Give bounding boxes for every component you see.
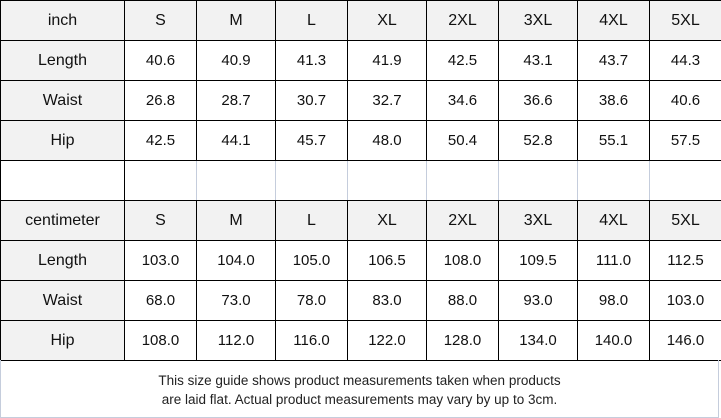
measurement-cell: 57.5 [649, 120, 721, 161]
empty-cell [649, 160, 721, 201]
size-header: 4XL [577, 200, 650, 241]
measurement-cell: 128.0 [426, 320, 499, 361]
empty-cell [426, 160, 499, 201]
measurement-cell: 116.0 [275, 320, 348, 361]
row-label: Waist [0, 280, 125, 321]
measurement-cell: 108.0 [124, 320, 197, 361]
measurement-cell: 111.0 [577, 240, 650, 281]
size-header: S [124, 200, 197, 241]
table-row: Hip 42.5 44.1 45.7 48.0 50.4 52.8 55.1 57.5 [0, 120, 721, 161]
empty-cell [498, 160, 578, 201]
empty-cell [577, 160, 650, 201]
measurement-cell: 55.1 [577, 120, 650, 161]
table-row: Length 103.0 104.0 105.0 106.5 108.0 109.5 111.… [0, 240, 721, 281]
size-header: 5XL [649, 0, 721, 41]
size-header: 3XL [498, 0, 578, 41]
measurement-cell: 43.1 [498, 40, 578, 81]
row-label: Hip [0, 320, 125, 361]
size-chart-table: inch S M L XL 2XL 3XL 4XL 5XL Length 40.6 40.9 41.3 4… [0, 0, 721, 361]
measurement-cell: 43.7 [577, 40, 650, 81]
measurement-cell: 26.8 [124, 80, 197, 121]
empty-cell [0, 160, 125, 201]
size-header: 5XL [649, 200, 721, 241]
size-header: 4XL [577, 0, 650, 41]
header-row: inch S M L XL 2XL 3XL 4XL 5XL [0, 0, 721, 41]
size-header: 2XL [426, 200, 499, 241]
measurement-cell: 48.0 [347, 120, 427, 161]
empty-cell [347, 160, 427, 201]
empty-cell [196, 160, 276, 201]
size-guide-note: This size guide shows product measuremen… [0, 360, 719, 418]
header-row: centimeter S M L XL 2XL 3XL 4XL 5XL [0, 200, 721, 241]
measurement-cell: 98.0 [577, 280, 650, 321]
table-row: Waist 68.0 73.0 78.0 83.0 88.0 93.0 98.0 103.0 [0, 280, 721, 321]
measurement-cell: 44.1 [196, 120, 276, 161]
measurement-cell: 140.0 [577, 320, 650, 361]
size-header: L [275, 0, 348, 41]
measurement-cell: 108.0 [426, 240, 499, 281]
measurement-cell: 28.7 [196, 80, 276, 121]
size-header: 3XL [498, 200, 578, 241]
measurement-cell: 50.4 [426, 120, 499, 161]
table-row: Length 40.6 40.9 41.3 41.9 42.5 43.1 43.7 44.3 [0, 40, 721, 81]
measurement-cell: 40.9 [196, 40, 276, 81]
size-header: L [275, 200, 348, 241]
measurement-cell: 103.0 [649, 280, 721, 321]
measurement-cell: 104.0 [196, 240, 276, 281]
spacer-row [0, 160, 721, 201]
measurement-cell: 83.0 [347, 280, 427, 321]
measurement-cell: 41.9 [347, 40, 427, 81]
measurement-cell: 40.6 [649, 80, 721, 121]
empty-cell [275, 160, 348, 201]
measurement-cell: 109.5 [498, 240, 578, 281]
measurement-cell: 122.0 [347, 320, 427, 361]
measurement-cell: 112.0 [196, 320, 276, 361]
measurement-cell: 73.0 [196, 280, 276, 321]
note-line-1: This size guide shows product measuremen… [158, 373, 561, 388]
measurement-cell: 78.0 [275, 280, 348, 321]
measurement-cell: 68.0 [124, 280, 197, 321]
row-label: Length [0, 240, 125, 281]
measurement-cell: 40.6 [124, 40, 197, 81]
row-label: Length [0, 40, 125, 81]
empty-cell [124, 160, 197, 201]
size-header: 2XL [426, 0, 499, 41]
measurement-cell: 42.5 [124, 120, 197, 161]
measurement-cell: 134.0 [498, 320, 578, 361]
measurement-cell: 34.6 [426, 80, 499, 121]
row-label: Waist [0, 80, 125, 121]
size-header: XL [347, 0, 427, 41]
measurement-cell: 106.5 [347, 240, 427, 281]
size-header: M [196, 200, 276, 241]
measurement-cell: 32.7 [347, 80, 427, 121]
measurement-cell: 41.3 [275, 40, 348, 81]
measurement-cell: 44.3 [649, 40, 721, 81]
unit-header: inch [0, 0, 125, 41]
note-line-2: are laid flat. Actual product measuremen… [161, 392, 558, 407]
measurement-cell: 38.6 [577, 80, 650, 121]
row-label: Hip [0, 120, 125, 161]
measurement-cell: 146.0 [649, 320, 721, 361]
measurement-cell: 112.5 [649, 240, 721, 281]
size-header: XL [347, 200, 427, 241]
measurement-cell: 88.0 [426, 280, 499, 321]
table-row: Waist 26.8 28.7 30.7 32.7 34.6 36.6 38.6 40.6 [0, 80, 721, 121]
measurement-cell: 93.0 [498, 280, 578, 321]
size-header: S [124, 0, 197, 41]
measurement-cell: 30.7 [275, 80, 348, 121]
measurement-cell: 36.6 [498, 80, 578, 121]
measurement-cell: 105.0 [275, 240, 348, 281]
size-header: M [196, 0, 276, 41]
measurement-cell: 52.8 [498, 120, 578, 161]
measurement-cell: 45.7 [275, 120, 348, 161]
measurement-cell: 42.5 [426, 40, 499, 81]
unit-header: centimeter [0, 200, 125, 241]
table-row: Hip 108.0 112.0 116.0 122.0 128.0 134.0 140.0 14… [0, 320, 721, 361]
measurement-cell: 103.0 [124, 240, 197, 281]
